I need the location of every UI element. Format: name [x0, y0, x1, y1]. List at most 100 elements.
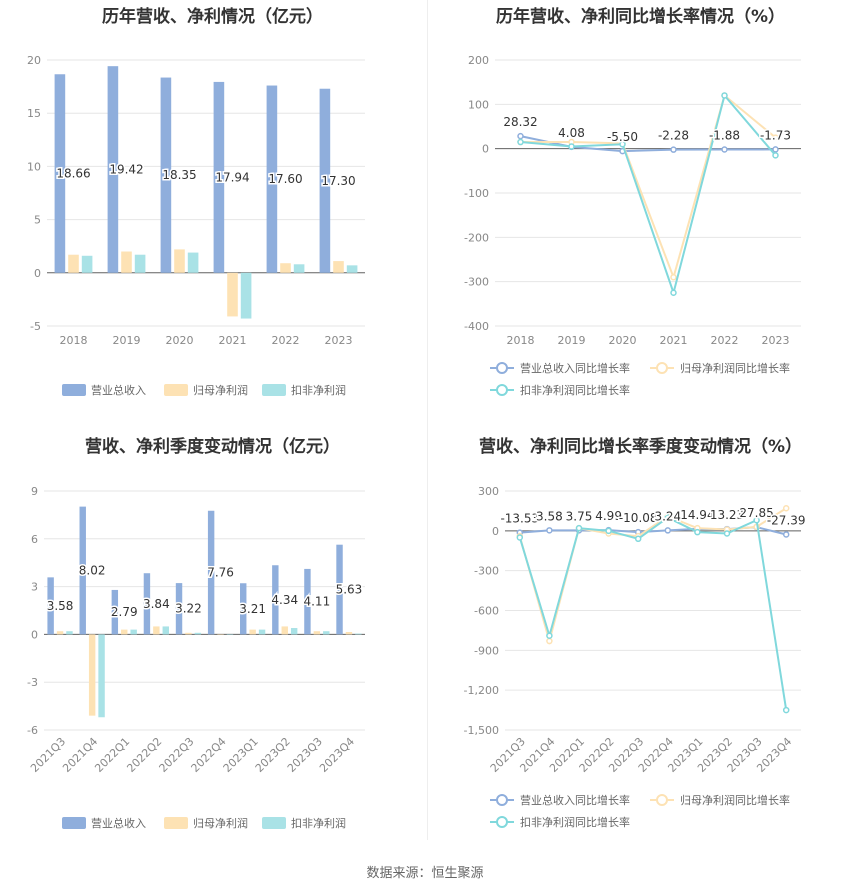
- legend-label: 扣非净利润同比增长率: [520, 383, 630, 397]
- bar-data-label: 17.30: [321, 174, 355, 188]
- legend-label: 营业总收入: [91, 816, 146, 830]
- data-point: [575, 524, 583, 532]
- legend-marker: [496, 362, 508, 374]
- bar: [240, 272, 252, 319]
- y-tick-label: -900: [474, 644, 499, 657]
- bar: [194, 632, 202, 635]
- legend-label: 扣非净利润: [291, 816, 346, 830]
- legend-swatch: [164, 817, 188, 829]
- quarter-line-panel: 营收、净利同比增长率季度变动情况（%） -1,500 -1,200 -900 -600…: [428, 430, 850, 855]
- line-data-label: -1.88: [709, 129, 740, 143]
- line-data-label: -5.50: [607, 130, 638, 144]
- legend-swatch: [62, 817, 86, 829]
- line-data-label: 14.94: [680, 508, 714, 522]
- line-data-label: 3.75: [566, 509, 593, 523]
- legend-label: 扣非净利润: [291, 383, 346, 397]
- line-data-label: 3.58: [536, 509, 563, 523]
- quarter-bar-title: 营收、净利季度变动情况（亿元）: [85, 437, 340, 457]
- y-tick-label: -300: [464, 276, 489, 289]
- legend-swatch: [164, 384, 188, 396]
- y-tick-label: -100: [464, 187, 489, 200]
- bar: [258, 629, 266, 635]
- legend-marker: [496, 816, 508, 828]
- y-tick-label: -5: [30, 320, 41, 333]
- bar-data-label: 4.34: [271, 593, 298, 607]
- data-point: [670, 289, 677, 296]
- bar: [323, 631, 330, 635]
- y-tick-label: 6: [31, 533, 38, 546]
- bar-data-label: 5.63: [336, 583, 363, 597]
- data-point: [568, 143, 575, 150]
- bar-data-label: 3.22: [175, 602, 202, 616]
- y-tick-label: 0: [482, 143, 489, 156]
- data-point: [619, 140, 626, 148]
- y-tick-label: -200: [464, 231, 489, 244]
- data-point: [782, 706, 790, 714]
- data-point: [546, 632, 553, 639]
- bar: [213, 81, 225, 273]
- y-tick-label: -6: [27, 724, 38, 737]
- bar: [355, 633, 362, 635]
- quarter-bar-chart: -6-303692021Q32021Q42022Q12022Q22022Q320…: [27, 485, 365, 830]
- legend-swatch: [262, 384, 286, 396]
- legend-label: 营业总收入同比增长率: [520, 361, 630, 375]
- bar: [143, 573, 151, 635]
- bar: [281, 626, 288, 635]
- bar: [130, 629, 137, 635]
- bar: [346, 265, 358, 273]
- data-point: [753, 516, 760, 524]
- line-data-label: 4.99: [595, 509, 622, 523]
- x-tick-label: 2021: [219, 334, 247, 347]
- y-tick-label: 100: [468, 98, 489, 111]
- x-tick-label: 2018: [507, 334, 535, 347]
- x-tick-label: 2022: [711, 334, 739, 347]
- bar: [293, 264, 305, 273]
- annual-bar-title: 历年营收、净利情况（亿元）: [102, 7, 323, 27]
- bar: [227, 272, 238, 317]
- quarter-bar-panel: 营收、净利季度变动情况（亿元） -6 -3 0 3 6 9 2021Q3 2021Q4 2022…: [0, 430, 425, 855]
- data-point: [721, 92, 728, 99]
- bar: [319, 88, 331, 273]
- line-data-label: 4.08: [558, 126, 585, 140]
- bar: [249, 629, 256, 635]
- bar: [56, 631, 64, 635]
- y-tick-label: -400: [464, 320, 489, 333]
- y-tick-label: 200: [468, 54, 489, 67]
- bar-data-label: 3.84: [143, 597, 170, 611]
- data-point: [546, 527, 553, 534]
- y-tick-label: 9: [31, 485, 38, 498]
- x-tick-label: 2023: [762, 334, 790, 347]
- bar: [226, 634, 234, 635]
- data-point: [772, 152, 779, 159]
- bar: [240, 583, 247, 635]
- annual-line-chart: -400 -300 -200 -100 0 100 200 2018 2019 2020 2021 2…: [464, 54, 801, 397]
- series-line: [520, 93, 777, 297]
- y-tick-label: -1,200: [464, 684, 499, 697]
- legend-label: 归母净利润同比增长率: [680, 361, 790, 375]
- line-data-label: 28.32: [503, 115, 537, 129]
- annual-line-panel: 历年营收、净利同比增长率情况（%） -400 -300 -200 -100 0 100 20…: [428, 0, 850, 425]
- data-point: [782, 531, 790, 538]
- bar: [272, 565, 279, 635]
- line-data-label: 27.85: [739, 506, 773, 520]
- y-tick-label: -3: [27, 676, 38, 689]
- data-point: [605, 527, 612, 535]
- legend-label: 归母净利润同比增长率: [680, 793, 790, 807]
- bar: [162, 626, 169, 635]
- bar: [134, 254, 146, 273]
- annual-bar-panel: 历年营收、净利情况（亿元） -5 0 5 10 15 20 2018 2019 2020 2021…: [0, 0, 425, 425]
- bar: [187, 252, 199, 273]
- y-tick-label: 0: [31, 628, 38, 641]
- data-point: [634, 535, 642, 543]
- bar-data-label: 3.58: [47, 599, 74, 613]
- line-data-label: -2.28: [658, 129, 689, 143]
- bar-data-label: 7.76: [207, 566, 234, 580]
- legend-swatch: [262, 817, 286, 829]
- data-point: [694, 528, 701, 536]
- bar-data-label: 4.11: [303, 595, 330, 609]
- legend-label: 扣非净利润同比增长率: [520, 815, 630, 829]
- bar: [207, 510, 215, 635]
- legend-label: 归母净利润: [193, 816, 248, 830]
- bar-data-label: 8.02: [79, 564, 106, 578]
- bar: [160, 77, 172, 273]
